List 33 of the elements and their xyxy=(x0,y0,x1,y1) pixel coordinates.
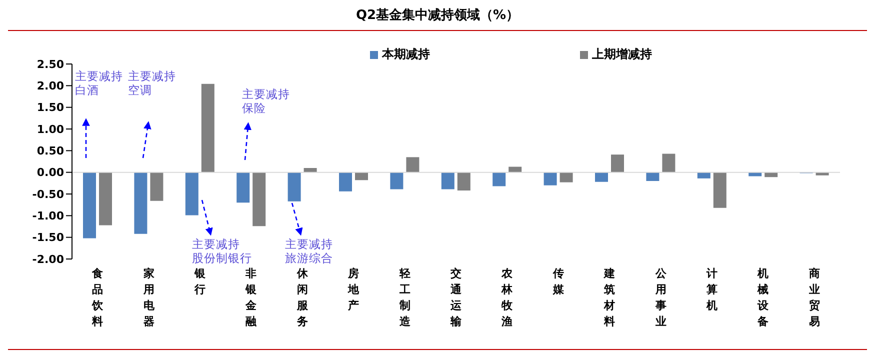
x-tick-label: 银行 xyxy=(194,267,206,296)
y-tick-label: 2.00 xyxy=(36,80,64,93)
x-tick-label: 机械设备 xyxy=(756,267,770,328)
y-tick-label: 1.50 xyxy=(36,101,64,114)
x-tick-label: 农林牧渔 xyxy=(500,267,514,328)
x-tick-label: 计算机 xyxy=(706,267,718,312)
x-tick-label: 公用事业 xyxy=(654,267,668,328)
y-tick-label: 1.00 xyxy=(36,122,64,136)
annotation: 主要减持旅游综合 xyxy=(285,237,333,265)
annotation: 主要减持股份制银行 xyxy=(192,237,252,265)
y-tick-label: -1.50 xyxy=(32,231,64,244)
x-tick-label: 家用电器 xyxy=(142,267,156,328)
chart-title: Q2基金集中减持领域（%） xyxy=(354,7,520,24)
y-tick-label: -1.00 xyxy=(32,210,64,223)
y-tick-label: 0.50 xyxy=(36,144,64,158)
annotation: 主要减持空调 xyxy=(128,69,176,97)
y-tick-label: 2.50 xyxy=(36,58,64,71)
x-tick-label: 房地产 xyxy=(347,267,360,312)
annotation: 主要减持白酒 xyxy=(75,69,123,97)
x-tick-label: 轻工制造 xyxy=(398,267,412,328)
x-tick-label: 商业贸易 xyxy=(808,267,820,328)
x-tick-label: 食品饮料 xyxy=(91,267,104,328)
x-tick-label: 传媒 xyxy=(552,267,565,296)
x-tick-label: 建筑材料 xyxy=(603,267,616,328)
legend-label: 本期减持 xyxy=(380,46,430,63)
annotation: 主要减持保险 xyxy=(242,87,290,115)
x-tick-label: 非银金融 xyxy=(244,267,258,328)
y-tick-label: -0.50 xyxy=(32,188,64,201)
legend-label: 上期增减持 xyxy=(591,46,652,63)
x-tick-label: 交通运输 xyxy=(450,267,462,328)
y-tick-label: -2.00 xyxy=(32,252,64,266)
y-tick-label: 0.00 xyxy=(36,166,64,180)
x-tick-label: 休闲服务 xyxy=(296,267,309,328)
